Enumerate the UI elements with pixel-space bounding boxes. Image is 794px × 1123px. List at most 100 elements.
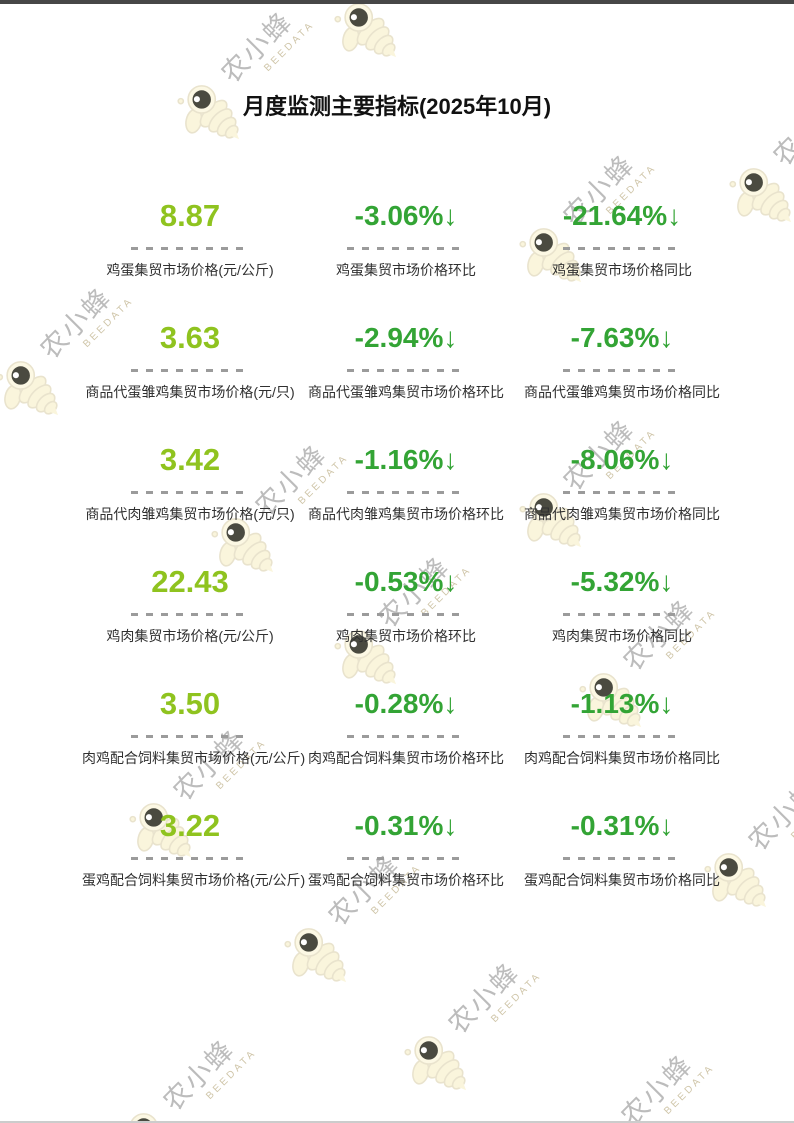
indicator-label: 鸡肉集贸市场价格(元/公斤)	[106, 628, 274, 644]
indicator-value-text: -7.63%	[570, 322, 660, 353]
bee-logo-icon	[129, 1113, 159, 1121]
indicator-value: -0.31%↓	[298, 808, 514, 844]
indicator-label: 鸡肉集贸市场价格环比	[336, 628, 476, 644]
dashed-divider	[347, 491, 465, 494]
watermark-unit: 农小蜂 BEEDATA	[563, 1024, 754, 1123]
indicator-grid: 8.87 鸡蛋集贸市场价格(元/公斤) -3.06%↓ 鸡蛋集贸市场价格环比 -…	[82, 198, 730, 930]
indicator-card: -7.63%↓ 商品代蛋雏鸡集贸市场价格同比	[514, 320, 730, 442]
dashed-divider	[563, 369, 681, 372]
indicator-value-text: -0.31%	[570, 810, 660, 841]
indicator-card: -0.31%↓ 蛋鸡配合饲料集贸市场价格同比	[514, 808, 730, 930]
dashed-divider	[347, 369, 465, 372]
indicator-row: 3.42 商品代肉雏鸡集贸市场价格(元/只) -1.16%↓ 商品代肉雏鸡集贸市…	[82, 442, 730, 564]
dashed-divider	[563, 247, 681, 250]
indicator-card: 3.42 商品代肉雏鸡集贸市场价格(元/只)	[82, 442, 298, 564]
indicator-label: 肉鸡配合饲料集贸市场价格(元/公斤)	[82, 750, 306, 766]
down-arrow-icon: ↓	[443, 200, 458, 231]
indicator-label: 蛋鸡配合饲料集贸市场价格同比	[524, 872, 720, 888]
dashed-divider	[563, 857, 681, 860]
watermark-brand-en-text: BEEDATA	[262, 19, 317, 74]
indicator-value: -3.06%↓	[298, 198, 514, 234]
dashed-divider	[347, 247, 465, 250]
indicator-label: 鸡蛋集贸市场价格(元/公斤)	[106, 262, 274, 278]
indicator-row: 8.87 鸡蛋集贸市场价格(元/公斤) -3.06%↓ 鸡蛋集贸市场价格环比 -…	[82, 198, 730, 320]
indicator-value: 3.42	[82, 442, 298, 478]
down-arrow-icon: ↓	[443, 444, 458, 475]
indicator-label: 蛋鸡配合饲料集贸市场价格(元/公斤)	[82, 872, 306, 888]
indicator-value-text: 3.22	[159, 808, 221, 843]
dashed-divider	[347, 857, 465, 860]
down-arrow-icon: ↓	[443, 810, 458, 841]
indicator-label: 鸡蛋集贸市场价格同比	[552, 262, 692, 278]
down-arrow-icon: ↓	[667, 200, 682, 231]
indicator-value: -0.31%↓	[514, 808, 730, 844]
indicator-label: 商品代肉雏鸡集贸市场价格同比	[524, 506, 720, 522]
watermark-brand-text: 农小蜂	[215, 5, 299, 89]
dashed-divider	[131, 613, 249, 616]
watermark-brand-en-text: BEEDATA	[489, 970, 544, 1025]
bee-logo-icon	[0, 361, 59, 416]
indicator-value: -5.32%↓	[514, 564, 730, 600]
bee-logo-icon	[404, 1036, 467, 1091]
watermark-brand-text: 农小蜂	[442, 956, 526, 1040]
watermark-text-block: 农小蜂 BEEDATA	[443, 948, 544, 1049]
indicator-card: 8.87 鸡蛋集贸市场价格(元/公斤)	[82, 198, 298, 320]
indicator-row: 22.43 鸡肉集贸市场价格(元/公斤) -0.53%↓ 鸡肉集贸市场价格环比 …	[82, 564, 730, 686]
indicator-value: -1.16%↓	[298, 442, 514, 478]
indicator-card: 3.63 商品代蛋雏鸡集贸市场价格(元/只)	[82, 320, 298, 442]
indicator-row: 3.63 商品代蛋雏鸡集贸市场价格(元/只) -2.94%↓ 商品代蛋雏鸡集贸市…	[82, 320, 730, 442]
down-arrow-icon: ↓	[443, 688, 458, 719]
indicator-value-text: 3.42	[159, 442, 221, 477]
down-arrow-icon: ↓	[659, 322, 674, 353]
indicator-value-text: 3.50	[159, 686, 221, 721]
indicator-card: -5.32%↓ 鸡肉集贸市场价格同比	[514, 564, 730, 686]
watermark-unit: 农小蜂 BEEDATA	[390, 932, 581, 1121]
dashed-divider	[131, 735, 249, 738]
indicator-value-text: -8.06%	[570, 444, 660, 475]
indicator-value-text: -2.94%	[354, 322, 444, 353]
indicator-value-text: -0.53%	[354, 566, 444, 597]
down-arrow-icon: ↓	[659, 810, 674, 841]
indicator-value: -2.94%↓	[298, 320, 514, 356]
indicator-card: -0.31%↓ 蛋鸡配合饲料集贸市场价格环比	[298, 808, 514, 930]
indicator-card: -0.53%↓ 鸡肉集贸市场价格环比	[298, 564, 514, 686]
indicator-value: -8.06%↓	[514, 442, 730, 478]
dashed-divider	[563, 491, 681, 494]
indicator-value: 3.50	[82, 686, 298, 722]
indicator-label: 肉鸡配合饲料集贸市场价格环比	[308, 750, 504, 766]
watermark-text-block: 农小蜂 BEEDATA	[743, 765, 794, 866]
watermark-text-block: 农小蜂 BEEDATA	[215, 4, 317, 99]
indicator-label: 商品代蛋雏鸡集贸市场价格同比	[524, 384, 720, 400]
indicator-value: -0.53%↓	[298, 564, 514, 600]
indicator-label: 鸡蛋集贸市场价格环比	[336, 262, 476, 278]
dashed-divider	[131, 491, 249, 494]
watermark-unit: 农小蜂 BEEDATA	[163, 4, 354, 171]
indicator-value-text: -21.64%	[562, 200, 668, 231]
indicator-value-text: -0.31%	[354, 810, 444, 841]
indicator-value: -1.13%↓	[514, 686, 730, 722]
indicator-value: 22.43	[82, 564, 298, 600]
watermark-brand-en-text: BEEDATA	[204, 1047, 259, 1102]
indicator-value: 3.63	[82, 320, 298, 356]
indicator-value-text: -1.13%	[570, 688, 660, 719]
indicator-card: -21.64%↓ 鸡蛋集贸市场价格同比	[514, 198, 730, 320]
bee-logo-icon	[563, 1106, 666, 1123]
watermark-brand-en-text: BEEDATA	[662, 1062, 717, 1117]
down-arrow-icon: ↓	[443, 322, 458, 353]
indicator-value: 3.22	[82, 808, 298, 844]
indicator-label: 鸡肉集贸市场价格同比	[552, 628, 692, 644]
watermark-unit: 农小蜂 BEEDATA	[320, 4, 511, 89]
indicator-card: 3.50 肉鸡配合饲料集贸市场价格(元/公斤)	[82, 686, 306, 808]
indicator-label: 肉鸡配合饲料集贸市场价格同比	[524, 750, 720, 766]
bee-logo-icon	[334, 4, 397, 58]
dashed-divider	[563, 613, 681, 616]
indicator-value-text: 3.63	[159, 320, 221, 355]
down-arrow-icon: ↓	[659, 566, 674, 597]
indicator-value: -7.63%↓	[514, 320, 730, 356]
indicator-value: 8.87	[82, 198, 298, 234]
indicator-label: 商品代肉雏鸡集贸市场价格环比	[308, 506, 504, 522]
watermark-brand-text: 农小蜂	[742, 773, 794, 857]
dashed-divider	[131, 369, 249, 372]
watermark-brand-text: 农小蜂	[615, 1048, 699, 1123]
